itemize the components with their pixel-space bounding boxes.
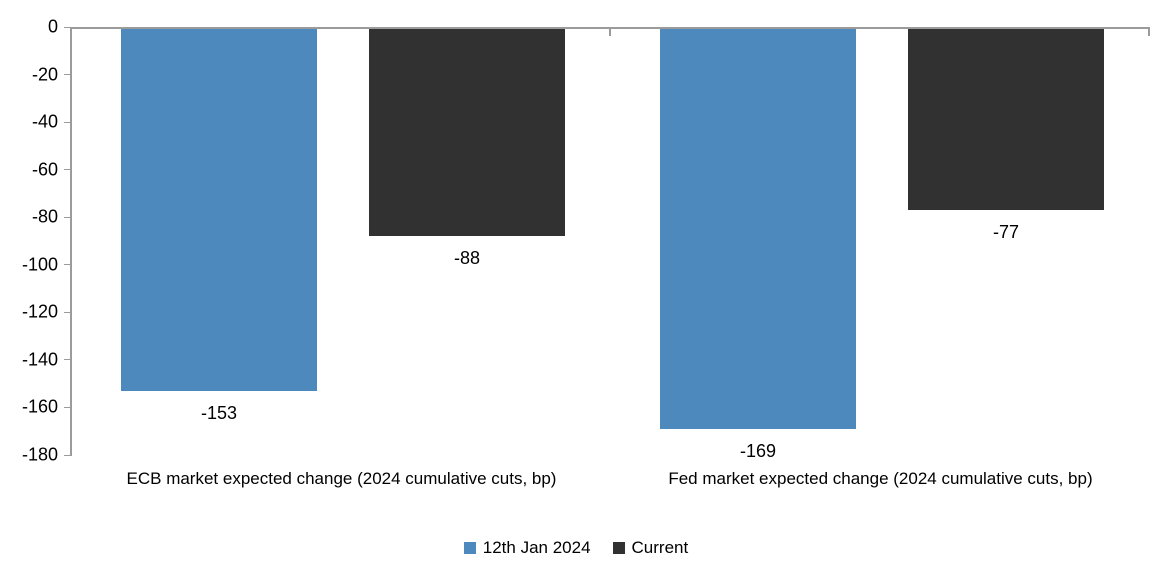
y-axis-tick [64, 74, 71, 76]
bar-value-label: -169 [739, 441, 777, 461]
bar-current [908, 29, 1104, 210]
bar-value-label: -77 [992, 222, 1019, 242]
y-axis-tick [64, 359, 71, 361]
y-axis-tick [64, 216, 71, 218]
y-axis-tick-label: -100 [21, 254, 58, 275]
y-axis-tick [64, 406, 71, 408]
bar-value-label: -153 [200, 403, 238, 423]
y-axis-tick-label: -60 [31, 159, 58, 180]
y-axis-tick [64, 311, 71, 313]
legend-label: 12th Jan 2024 [482, 538, 591, 557]
bar-current [369, 29, 565, 236]
y-axis-tick-label: -40 [31, 111, 58, 132]
y-axis-tick [64, 169, 71, 171]
y-axis-tick [64, 454, 71, 456]
legend-label: Current [631, 538, 689, 557]
y-axis-tick-label: -80 [31, 206, 58, 227]
legend-swatch-blue-icon [463, 542, 476, 554]
y-axis-tick-label: -120 [21, 301, 58, 322]
legend-item-current: Current [612, 538, 689, 558]
legend-item-12th-jan-2024: 12th Jan 2024 [463, 538, 591, 558]
y-axis-tick-label: -140 [21, 349, 58, 370]
y-axis-tick-label: -20 [31, 64, 58, 85]
y-axis-tick [64, 121, 71, 123]
legend-swatch-dark-icon [612, 542, 625, 554]
y-axis-tick [64, 26, 71, 28]
y-axis-tick-label: 0 [47, 16, 58, 37]
category-label-ecb: ECB market expected change (2024 cumulat… [126, 469, 557, 488]
x-axis-tick [1148, 27, 1150, 36]
y-axis-tick [64, 264, 71, 266]
bar-12th-jan-2024 [121, 29, 317, 391]
bar-value-label: -88 [453, 248, 480, 268]
y-axis-tick-label: -160 [21, 396, 58, 417]
y-axis-tick-label: -180 [21, 444, 58, 465]
bar-12th-jan-2024 [660, 29, 856, 429]
y-axis-line [70, 27, 72, 456]
x-axis-tick [609, 27, 611, 36]
legend: 12th Jan 2024 Current [0, 538, 1152, 558]
category-label-fed: Fed market expected change (2024 cumulat… [668, 469, 1093, 488]
